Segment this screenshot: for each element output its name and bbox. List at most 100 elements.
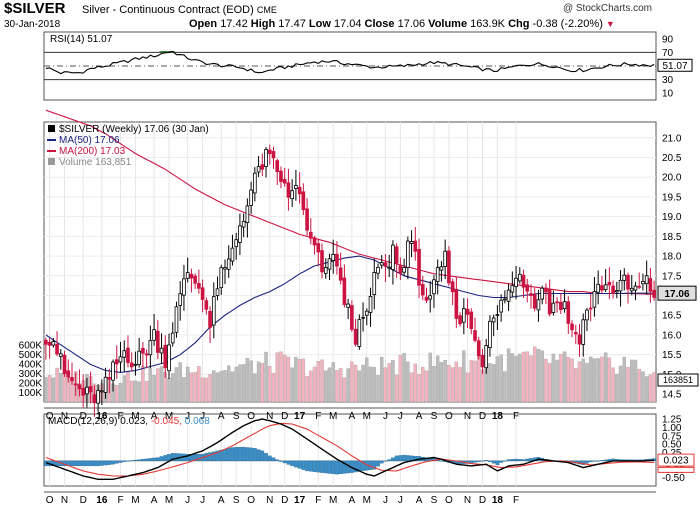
volume-bar (219, 370, 223, 403)
macd-histogram-bar (383, 460, 388, 462)
candle-body (323, 267, 328, 274)
candle-body (562, 301, 567, 309)
x-tick-label: O (445, 411, 453, 422)
macd-histogram-bar (286, 460, 291, 465)
volume-bar (596, 358, 600, 403)
candle-body (174, 306, 179, 333)
macd-signal-line (45, 422, 655, 477)
macd-histogram-bar (111, 460, 115, 465)
price-y-tick-label: 16.0 (662, 330, 682, 341)
candle-body (346, 303, 350, 308)
volume-bar (346, 368, 350, 403)
volume-bar (70, 381, 74, 403)
candle-body (271, 151, 276, 159)
rsi-current-value: 51.07 (662, 61, 687, 72)
rsi-overbought-fill (163, 51, 168, 53)
candle-body (450, 281, 455, 293)
credit-label: @ StockCharts.com (562, 3, 652, 14)
candle-body (335, 253, 339, 267)
candle-body (432, 279, 436, 295)
volume-bar (324, 370, 328, 403)
volume-bar (208, 374, 212, 403)
volume-bar (555, 359, 559, 403)
rsi-y-tick-label: 70 (662, 48, 674, 59)
candle-body (204, 300, 209, 310)
x-tick-label: 17 (294, 411, 306, 422)
candle-body (525, 284, 530, 292)
candle-body (443, 250, 447, 267)
macd-histogram-bar (77, 460, 82, 467)
price-legend-item: $SILVER (Weekly) 17.06 (30 Jan) (59, 124, 209, 135)
volume-bar (115, 384, 119, 403)
macd-histogram-bar (197, 454, 201, 462)
candle-body (122, 350, 127, 358)
x-tick-label: O (46, 411, 54, 422)
macd-histogram-bar (585, 460, 589, 464)
price-legend-item: Volume 163,851 (59, 157, 132, 168)
macd-histogram-bar (114, 460, 119, 464)
volume-bar (592, 358, 597, 403)
ohlc-summary: Open 17.42 High 17.47 Low 17.04 Close 17… (189, 18, 615, 30)
candle-body (167, 344, 171, 372)
candle-body (629, 287, 634, 292)
candle-body (342, 277, 347, 305)
volume-bar (477, 355, 481, 403)
macd-histogram-bar (88, 460, 93, 467)
macd-histogram-bar (126, 460, 130, 462)
exchange-label: CME (256, 5, 277, 15)
macd-y-tick-label: 0.75 (662, 431, 682, 442)
volume-bar (361, 364, 365, 403)
volume-bar (376, 375, 380, 403)
volume-bar (282, 354, 287, 403)
macd-x-tick-label: M (329, 495, 337, 506)
macd-histogram-bar (387, 459, 392, 462)
x-tick-label: D (281, 411, 288, 422)
macd-x-tick-label: J (398, 495, 403, 506)
candle-body (51, 341, 56, 346)
candle-body (514, 277, 518, 287)
candle-body (234, 239, 239, 248)
volume-bar (443, 359, 447, 403)
candle-body (633, 285, 638, 291)
candle-body (141, 347, 145, 354)
macd-histogram-bar (133, 459, 138, 462)
macd-histogram-bar (491, 460, 496, 464)
candle-body (439, 266, 444, 271)
macd-histogram-bar (279, 460, 283, 462)
candle-body (211, 296, 216, 326)
candle-body (596, 283, 600, 293)
x-tick-label: J (383, 411, 388, 422)
volume-bar (480, 369, 485, 403)
candle-body (279, 170, 283, 182)
volume-bar (316, 361, 320, 403)
macd-histogram-bar (458, 460, 462, 465)
candle-body (185, 272, 190, 279)
macd-histogram-bar (342, 460, 347, 474)
candle-body (77, 384, 82, 390)
rsi-overbought-fill (159, 51, 164, 53)
x-tick-label: M (165, 411, 173, 422)
volume-y-tick-label: 600K (19, 341, 43, 352)
candle-body (387, 266, 392, 269)
macd-x-tick-label: D (281, 495, 288, 506)
candle-body (469, 311, 474, 330)
candle-body (573, 332, 578, 335)
macd-histogram-bar (312, 460, 317, 472)
volume-bar (312, 366, 317, 403)
volume-value: 163.9K (470, 18, 506, 30)
candle-body (394, 246, 399, 264)
macd-histogram-bar (607, 459, 612, 462)
macd-histogram-bar (267, 455, 272, 462)
candle-body (223, 267, 227, 270)
volume-bar (335, 370, 339, 403)
candle-body (155, 330, 160, 353)
volume-y-tick-label: 400K (19, 360, 43, 371)
candle-body (458, 315, 462, 325)
macd-histogram-bar (185, 454, 190, 462)
volume-bar (234, 366, 238, 403)
candle-body (637, 285, 642, 288)
volume-bar (413, 363, 418, 403)
volume-y-tick-label: 100K (19, 388, 43, 399)
candle-body (241, 220, 246, 228)
